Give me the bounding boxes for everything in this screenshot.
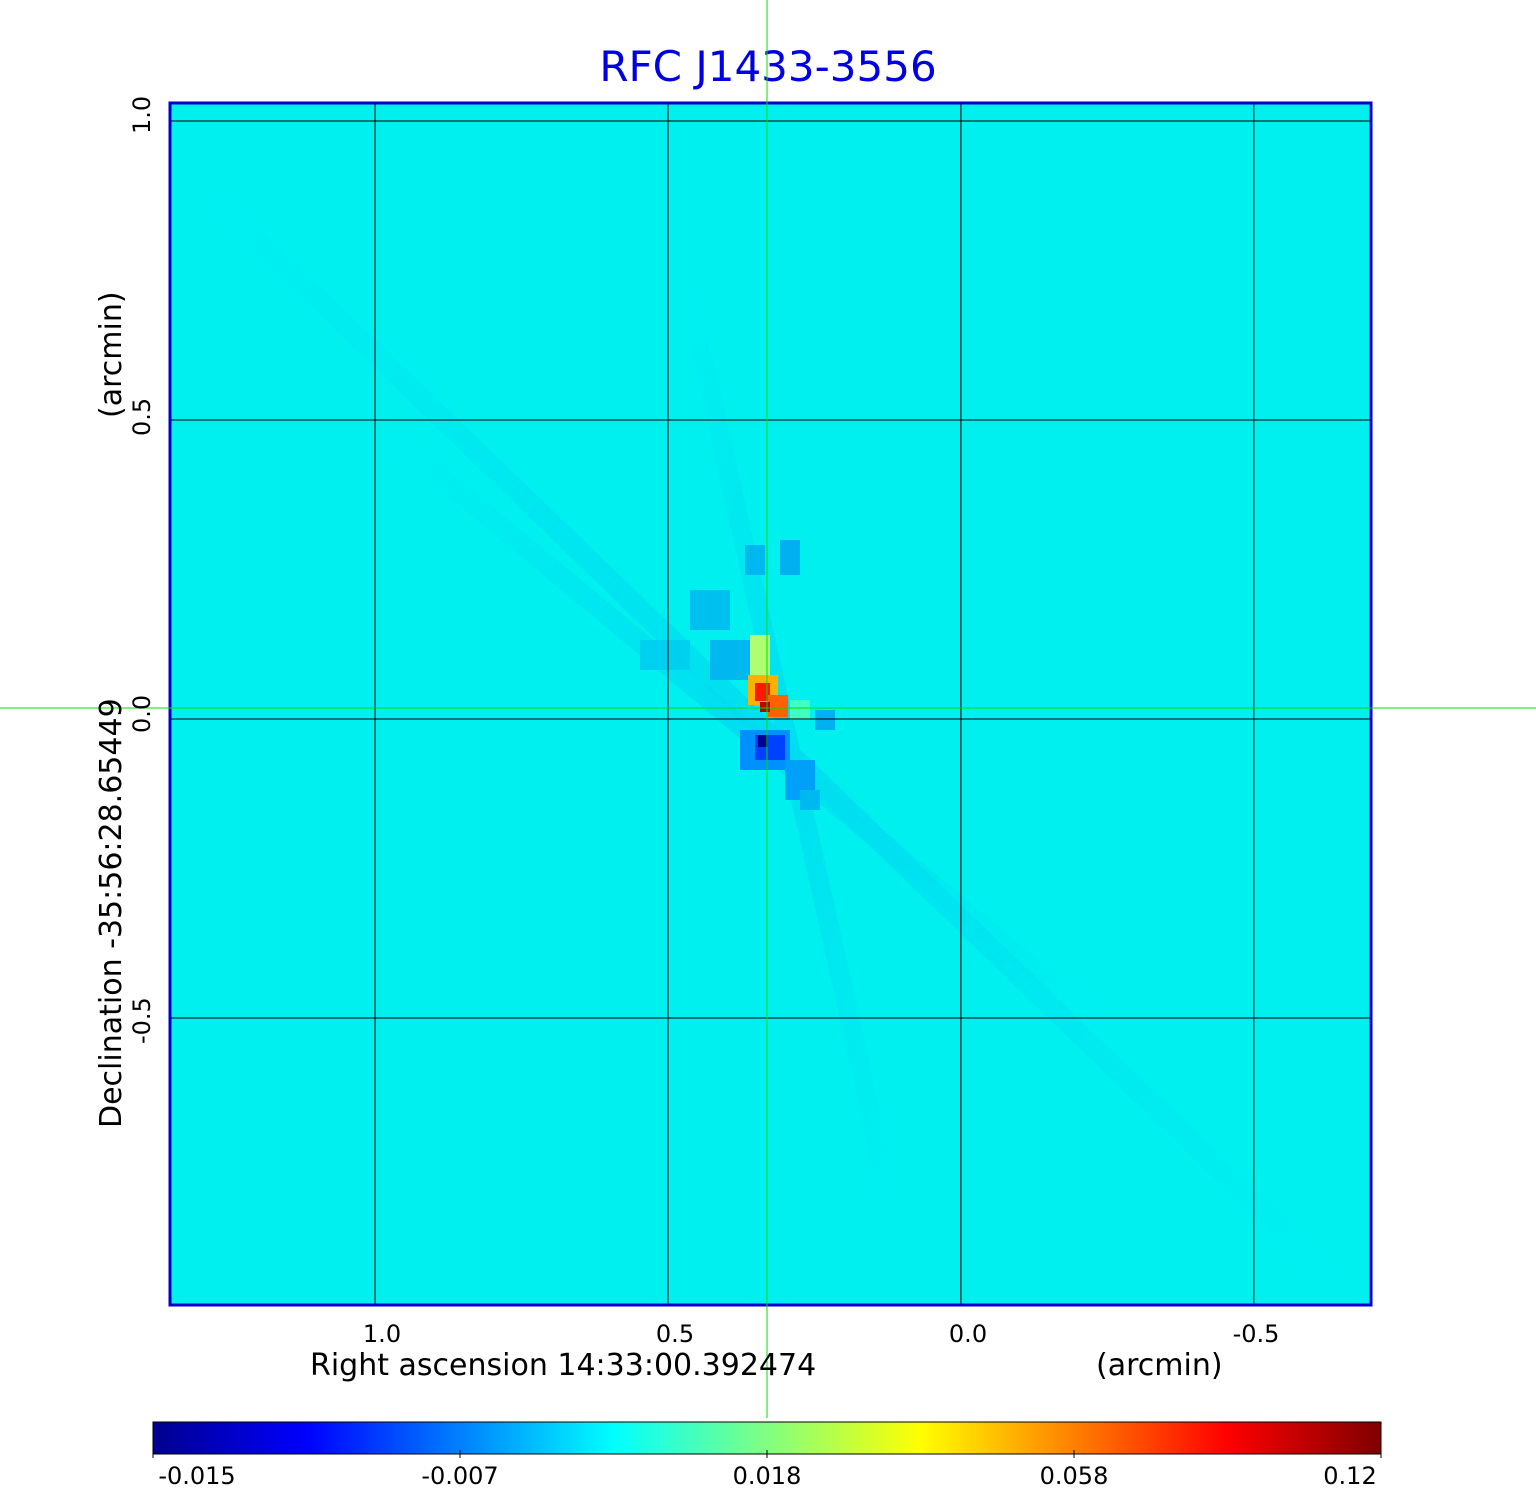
colorbar-tick-label: 0.018	[732, 1462, 802, 1490]
crosshair	[0, 0, 1536, 1418]
y-tick-label: 0.0	[128, 694, 156, 733]
x-tick-label: -0.5	[1232, 1320, 1280, 1348]
y-tick-label: 0.5	[128, 397, 156, 436]
x-tick-label: 0.0	[948, 1320, 988, 1348]
colorbar-tick-label: 0.058	[1039, 1462, 1109, 1490]
colorbar-tick-label: -0.015	[158, 1462, 236, 1490]
source-structure	[640, 540, 835, 810]
x-axis-unit: (arcmin)	[1096, 1348, 1223, 1383]
y-tick-label: -0.5	[128, 997, 156, 1044]
colorbar-tick-label: -0.007	[421, 1462, 499, 1490]
y-axis-unit: (arcmin)	[94, 291, 129, 418]
x-tick-label: 1.0	[362, 1320, 402, 1348]
colorbar-tick-label: 0.12	[1323, 1462, 1377, 1490]
x-axis-label: Right ascension 14:33:00.392474	[310, 1348, 817, 1383]
x-tick-label: 0.5	[655, 1320, 695, 1348]
chart-title: RFC J1433-3556	[599, 42, 937, 91]
plot-frame	[168, 101, 1373, 1307]
grid-lines	[170, 103, 1371, 1305]
colorbar	[152, 1421, 1382, 1455]
colorbar-ticks	[152, 1450, 1382, 1458]
y-tick-label: 1.0	[128, 95, 156, 134]
y-axis-label: Declination -35:56:28.65449	[94, 698, 129, 1128]
